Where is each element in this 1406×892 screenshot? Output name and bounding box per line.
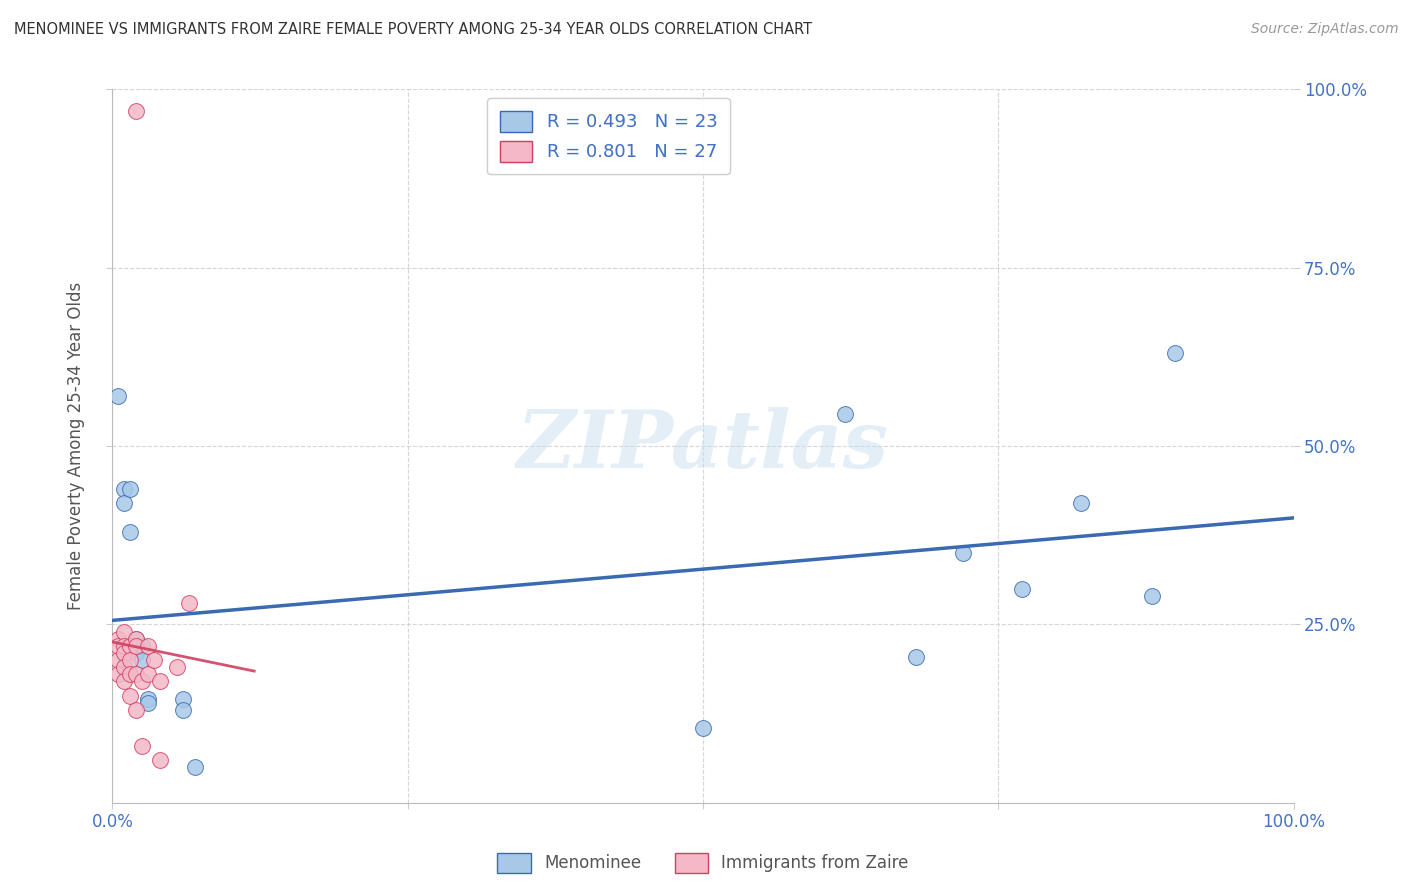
Point [166, 660, 188, 674]
Point [120, 653, 142, 667]
Point [131, 739, 153, 753]
Point [136, 639, 159, 653]
Point [125, 646, 148, 660]
Point [125, 703, 148, 717]
Point [136, 667, 159, 681]
Point [149, 753, 172, 767]
Point [1011, 582, 1033, 596]
Legend: Menominee, Immigrants from Zaire: Menominee, Immigrants from Zaire [491, 847, 915, 880]
Point [1164, 346, 1187, 360]
Point [1140, 589, 1163, 603]
Point [136, 696, 159, 710]
Point [1070, 496, 1092, 510]
Point [112, 482, 135, 496]
Point [112, 624, 135, 639]
Point [107, 389, 129, 403]
Point [952, 546, 974, 560]
Legend: R = 0.493   N = 23, R = 0.801   N = 27: R = 0.493 N = 23, R = 0.801 N = 27 [486, 98, 730, 174]
Text: ZIPatlas: ZIPatlas [517, 408, 889, 484]
Point [112, 646, 135, 660]
Point [125, 667, 148, 681]
Y-axis label: Female Poverty Among 25-34 Year Olds: Female Poverty Among 25-34 Year Olds [67, 282, 86, 610]
Point [107, 632, 129, 646]
Point [692, 721, 714, 735]
Point [120, 482, 142, 496]
Point [107, 653, 129, 667]
Point [120, 667, 142, 681]
Point [131, 639, 153, 653]
Point [131, 653, 153, 667]
Point [142, 653, 165, 667]
Point [107, 639, 129, 653]
Text: Source: ZipAtlas.com: Source: ZipAtlas.com [1251, 22, 1399, 37]
Point [112, 639, 135, 653]
Point [904, 649, 927, 664]
Point [184, 760, 207, 774]
Point [120, 689, 142, 703]
Point [179, 596, 201, 610]
Point [172, 703, 194, 717]
Point [125, 103, 148, 118]
Point [125, 632, 148, 646]
Point [131, 674, 153, 689]
Point [149, 674, 172, 689]
Point [120, 639, 142, 653]
Point [112, 496, 135, 510]
Point [834, 407, 856, 421]
Point [125, 639, 148, 653]
Point [112, 674, 135, 689]
Point [107, 667, 129, 681]
Point [136, 692, 159, 706]
Point [172, 692, 194, 706]
Point [120, 524, 142, 539]
Text: MENOMINEE VS IMMIGRANTS FROM ZAIRE FEMALE POVERTY AMONG 25-34 YEAR OLDS CORRELAT: MENOMINEE VS IMMIGRANTS FROM ZAIRE FEMAL… [14, 22, 813, 37]
Point [125, 632, 148, 646]
Point [125, 639, 148, 653]
Point [112, 660, 135, 674]
